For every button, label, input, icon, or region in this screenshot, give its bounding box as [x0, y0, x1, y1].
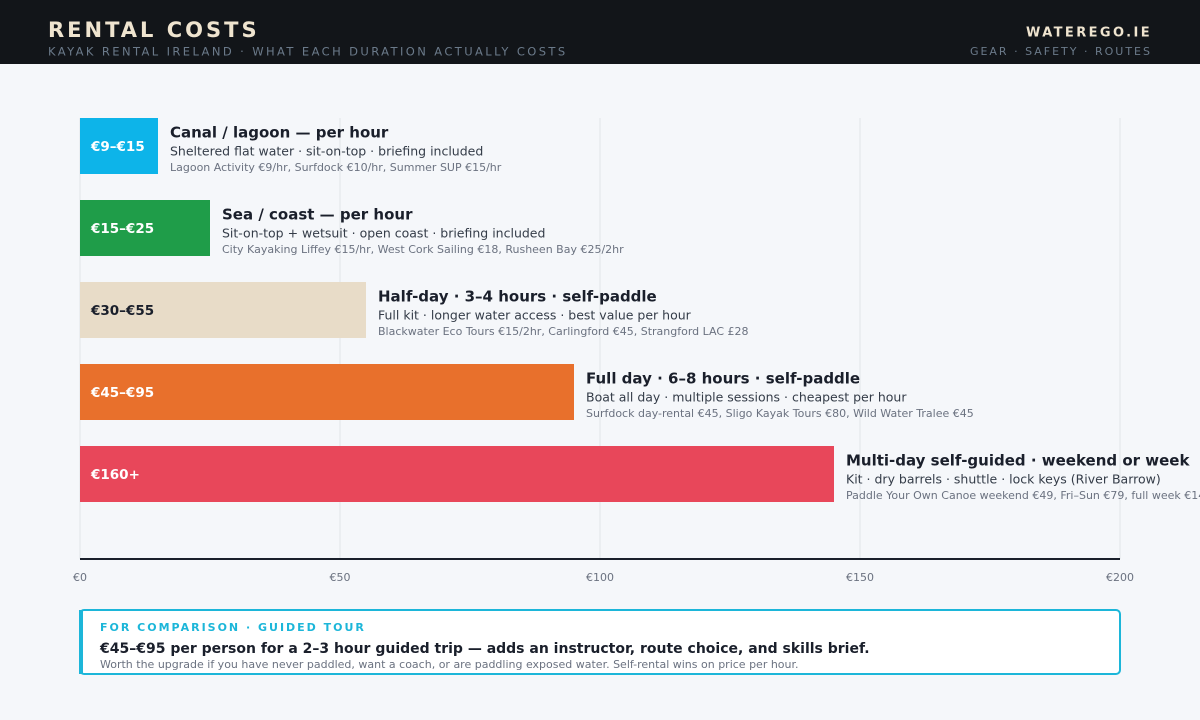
- callout-kicker: FOR COMPARISON · GUIDED TOUR: [100, 621, 366, 634]
- bar: [80, 364, 574, 420]
- category-label: Canal / lagoon — per hour: [170, 124, 389, 142]
- description: Full kit · longer water access · best va…: [378, 308, 692, 323]
- header-bar: [0, 0, 1200, 64]
- x-tick-label: €100: [586, 571, 614, 584]
- category-label: Multi-day self-guided · weekend or week: [846, 452, 1190, 470]
- price-range-label: €45–€95: [90, 385, 154, 401]
- x-tick-label: €150: [846, 571, 874, 584]
- x-tick-label: €50: [330, 571, 351, 584]
- callout-headline: €45–€95 per person for a 2–3 hour guided…: [99, 641, 870, 657]
- bars: €9–€15 Canal / lagoon — per hour Sheltered…: [80, 118, 1200, 502]
- price-range-label: €30–€55: [90, 303, 154, 319]
- x-tick-label: €0: [73, 571, 87, 584]
- x-tick-label: €200: [1106, 571, 1134, 584]
- examples: Lagoon Activity €9/hr, Surfdock €10/hr, …: [170, 161, 502, 174]
- brand[interactable]: WATEREGO.IE: [1026, 26, 1152, 41]
- description: Kit · dry barrels · shuttle · lock keys …: [846, 472, 1161, 487]
- page-subtitle: KAYAK RENTAL IRELAND · WHAT EACH DURATIO…: [48, 45, 568, 59]
- examples: Paddle Your Own Canoe weekend €49, Fri–S…: [846, 489, 1200, 502]
- examples: City Kayaking Liffey €15/hr, West Cork S…: [222, 243, 624, 256]
- nav[interactable]: GEAR · SAFETY · ROUTES: [970, 45, 1152, 58]
- callout-note: Worth the upgrade if you have never padd…: [100, 658, 799, 671]
- callout-accent: [79, 610, 83, 674]
- description: Boat all day · multiple sessions · cheap…: [586, 390, 907, 405]
- description: Sit-on-top + wetsuit · open coast · brie…: [222, 226, 545, 241]
- category-label: Half-day · 3–4 hours · self-paddle: [378, 288, 657, 306]
- examples: Blackwater Eco Tours €15/2hr, Carlingfor…: [378, 325, 749, 338]
- price-range-label: €9–€15: [90, 139, 145, 155]
- grid: €0 €50 €100 €150 €200: [73, 118, 1134, 584]
- category-label: Full day · 6–8 hours · self-paddle: [586, 370, 860, 388]
- price-range-label: €160+: [90, 467, 140, 483]
- price-range-label: €15–€25: [90, 221, 154, 237]
- bar: [80, 282, 366, 338]
- bar: [80, 118, 158, 174]
- examples: Surfdock day-rental €45, Sligo Kayak Tou…: [586, 407, 974, 420]
- bar: [80, 200, 210, 256]
- category-label: Sea / coast — per hour: [222, 206, 413, 224]
- page-title: RENTAL COSTS: [48, 18, 260, 42]
- bar: [80, 446, 834, 502]
- description: Sheltered flat water · sit-on-top · brie…: [170, 144, 483, 159]
